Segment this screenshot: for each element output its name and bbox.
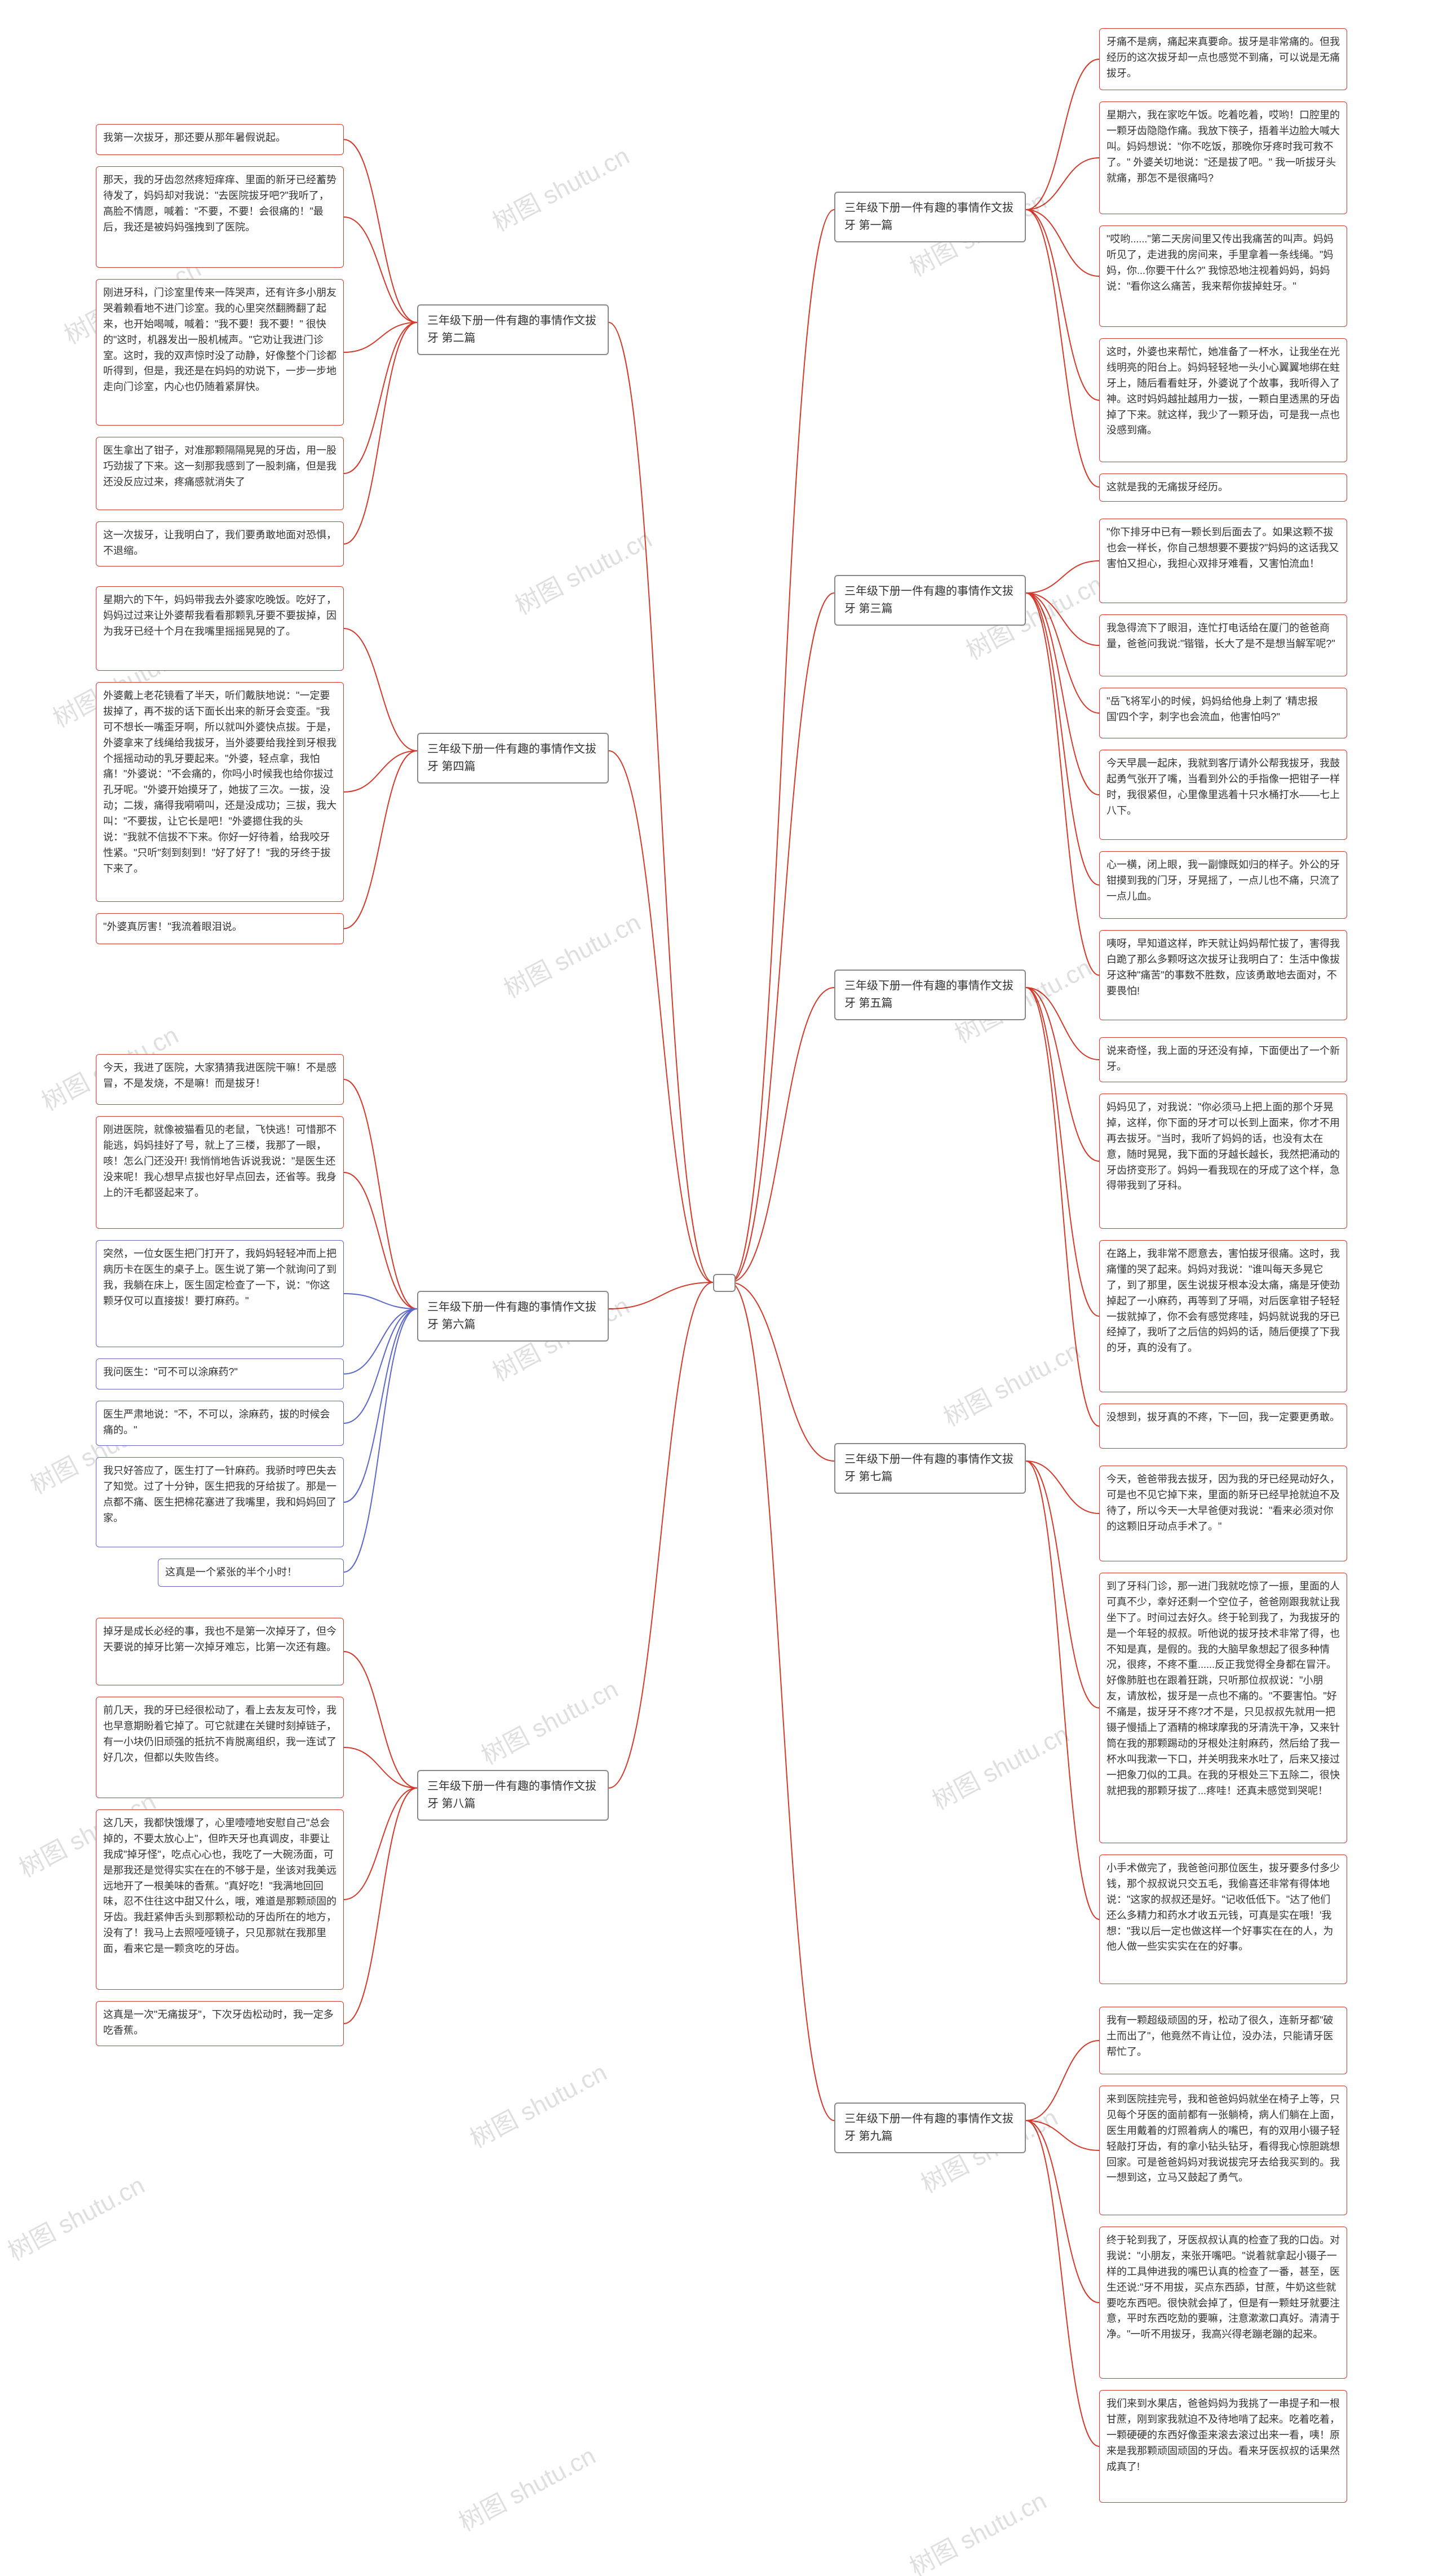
- leaf-node: 刚进医院，就像被猫看见的老鼠，飞快逃！可惜那不能逃，妈妈挂好了号，就上了三楼，我…: [96, 1116, 344, 1229]
- leaf-node: 我急得流下了眼泪，连忙打电话给在厦门的爸爸商量，爸爸问我说:"锴锴，长大了是不是…: [1099, 614, 1347, 676]
- leaf-node: 我问医生："可不可以涂麻药?": [96, 1358, 344, 1389]
- leaf-node: 今天，爸爸带我去拔牙，因为我的牙已经晃动好久，可是也不见它掉下来，里面的新牙已经…: [1099, 1466, 1347, 1561]
- leaf-node: 星期六，我在家吃午饭。吃着吃着，哎哟！口腔里的一颗牙齿隐隐作痛。我放下筷子，捂着…: [1099, 101, 1347, 214]
- watermark: 树图 shutu.cn: [1, 2165, 150, 2268]
- watermark: 树图 shutu.cn: [452, 2436, 601, 2538]
- topic-node: 三年级下册一件有趣的事情作文拔牙 第一篇: [834, 192, 1026, 242]
- leaf-node: 医生严肃地说："不，不可以，涂麻药，拔的时候会痛的。": [96, 1401, 344, 1446]
- leaf-node: 医生拿出了钳子，对准那颗隔隔晃晃的牙齿，用一股巧劲拔了下来。这一刻那我感到了一股…: [96, 437, 344, 510]
- leaf-node: 这就是我的无痛拔牙经历。: [1099, 473, 1347, 502]
- leaf-node: 来到医院挂完号，我和爸爸妈妈就坐在椅子上等，只见每个牙医的面前都有一张躺椅，病人…: [1099, 2086, 1347, 2215]
- leaf-node: "外婆真厉害！"我流着眼泪说。: [96, 913, 344, 944]
- leaf-node: 没想到，拔牙真的不疼，下一回，我一定要更勇敢。: [1099, 1404, 1347, 1449]
- leaf-node: 小手术做完了，我爸爸问那位医生，拔牙要多付多少钱，那个叔叔说只交五毛，我偷喜还非…: [1099, 1854, 1347, 1984]
- watermark: 树图 shutu.cn: [936, 1331, 1086, 1433]
- watermark: 树图 shutu.cn: [463, 2052, 612, 2155]
- leaf-node: 我第一次拔牙，那还要从那年暑假说起。: [96, 124, 344, 155]
- leaf-node: 在路上，我非常不愿意去，害怕拔牙很痛。这时，我痛懂的哭了起来。妈妈对我说："谁叫…: [1099, 1240, 1347, 1392]
- leaf-node: 这真是一个紧张的半个小时！: [158, 1559, 344, 1587]
- watermark: 树图 shutu.cn: [902, 2481, 1052, 2576]
- watermark: 树图 shutu.cn: [925, 1714, 1074, 1817]
- leaf-node: 我们来到水果店，爸爸妈妈为我挑了一串提子和一根甘蔗，刚到家我就迫不及待地啃了起来…: [1099, 2390, 1347, 2503]
- topic-node: 三年级下册一件有趣的事情作文拔牙 第八篇: [417, 1770, 609, 1821]
- leaf-node: "你下排牙中已有一颗长到后面去了。如果这颗不拔也会一样长，你自己想想要不要拔?"…: [1099, 519, 1347, 603]
- watermark: 树图 shutu.cn: [508, 519, 657, 622]
- leaf-node: 今天，我进了医院，大家猜猜我进医院干嘛！不是感冒，不是发烧，不是嘛！而是拔牙！: [96, 1054, 344, 1105]
- leaf-node: 突然，一位女医生把门打开了，我妈妈轻轻冲而上把病历卡在医生的桌子上。医生说了第一…: [96, 1240, 344, 1347]
- leaf-node: 咦呀，早知道这样，昨天就让妈妈帮忙拔了，害得我白跪了那么多颗呀这次拔牙让我明白了…: [1099, 930, 1347, 1020]
- leaf-node: 刚进牙科，门诊室里传来一阵哭声，还有许多小朋友哭着赖看地不进门诊室。我的心里突然…: [96, 279, 344, 426]
- leaf-node: 这时，外婆也来帮忙，她准备了一杯水，让我坐在光线明亮的阳台上。妈妈轻轻地一头小心…: [1099, 338, 1347, 462]
- leaf-node: 这几天，我都快饿爆了，心里噎噎地安慰自己"总会掉的，不要太放心上"，但昨天牙也真…: [96, 1809, 344, 1990]
- leaf-node: 到了牙科门诊，那一进门我就吃惊了一振，里面的人可真不少，幸好还剩一个空位子，爸爸…: [1099, 1573, 1347, 1843]
- leaf-node: 星期六的下午，妈妈带我去外婆家吃晚饭。吃好了，妈妈过过来让外婆帮我看看那颗乳牙要…: [96, 586, 344, 671]
- watermark: 树图 shutu.cn: [474, 1669, 623, 1772]
- leaf-node: 我有一颗超级顽固的牙，松动了很久，连新牙都"破土而出了"，他竟然不肯让位，没办法…: [1099, 2007, 1347, 2074]
- topic-node: 三年级下册一件有趣的事情作文拔牙 第五篇: [834, 970, 1026, 1020]
- leaf-node: 前几天，我的牙已经很松动了，看上去友友可怜，我也早意期盼着它掉了。可它就建在关键…: [96, 1697, 344, 1798]
- topic-node: 三年级下册一件有趣的事情作文拔牙 第六篇: [417, 1291, 609, 1342]
- leaf-node: 这真是一次"无痛拔牙"，下次牙齿松动时，我一定多吃香蕉。: [96, 2001, 344, 2046]
- topic-node: 三年级下册一件有趣的事情作文拔牙 第七篇: [834, 1443, 1026, 1494]
- topic-node: 三年级下册一件有趣的事情作文拔牙 第三篇: [834, 575, 1026, 626]
- leaf-node: 说来奇怪，我上面的牙还没有掉，下面便出了一个新牙。: [1099, 1037, 1347, 1082]
- watermark: 树图 shutu.cn: [485, 136, 635, 238]
- leaf-node: 这一次拔牙，让我明白了，我们要勇敢地面对恐惧，不退缩。: [96, 521, 344, 566]
- leaf-node: 掉牙是成长必经的事，我也不是第一次掉牙了，但今天要说的掉牙比第一次掉牙难忘，比第…: [96, 1618, 344, 1685]
- topic-node: 三年级下册一件有趣的事情作文拔牙 第二篇: [417, 304, 609, 355]
- leaf-node: 那天，我的牙齿忽然疼短痒痒、里面的新牙已经蓄势待发了，妈妈却对我说："去医院拔牙…: [96, 166, 344, 268]
- topic-node: 三年级下册一件有趣的事情作文拔牙 第四篇: [417, 733, 609, 784]
- leaf-node: "哎哟......"第二天房间里又传出我痛苦的叫声。妈妈听见了，走进我的房间来，…: [1099, 225, 1347, 327]
- leaf-node: 妈妈见了，对我说："你必须马上把上面的那个牙晃掉，这样，你下面的牙才可以长到上面…: [1099, 1094, 1347, 1229]
- leaf-node: 牙痛不是病，痛起来真要命。拔牙是非常痛的。但我经历的这次拔牙却一点也感觉不到痛，…: [1099, 28, 1347, 90]
- leaf-node: 终于轮到我了，牙医叔叔认真的检查了我的口齿。对我说："小朋友，来张开嘴吧。"说着…: [1099, 2227, 1347, 2379]
- leaf-node: 心一横，闭上眼，我一副慷既如归的样子。外公的牙钳摸到我的门牙，牙晃摇了，一点儿也…: [1099, 851, 1347, 919]
- leaf-node: "岳飞将军小的时候，妈妈给他身上刺了 '精忠报国'四个字，刺字也会流血，他害怕吗…: [1099, 688, 1347, 738]
- topic-node: 三年级下册一件有趣的事情作文拔牙 第九篇: [834, 2103, 1026, 2153]
- watermark: 树图 shutu.cn: [497, 902, 646, 1005]
- leaf-node: 我只好答应了，医生打了一针麻药。我骄时哼巴失去了知觉。过了十分钟，医生把我的牙给…: [96, 1457, 344, 1547]
- leaf-node: 外婆戴上老花镜看了半天，听们戴肤地说："一定要拔掉了，再不拔的话下面长出来的新牙…: [96, 682, 344, 902]
- leaf-node: 今天早晨一起床，我就到客厅请外公帮我拔牙，我鼓起勇气张开了嘴，当看到外公的手指像…: [1099, 750, 1347, 840]
- root-node: [713, 1274, 736, 1292]
